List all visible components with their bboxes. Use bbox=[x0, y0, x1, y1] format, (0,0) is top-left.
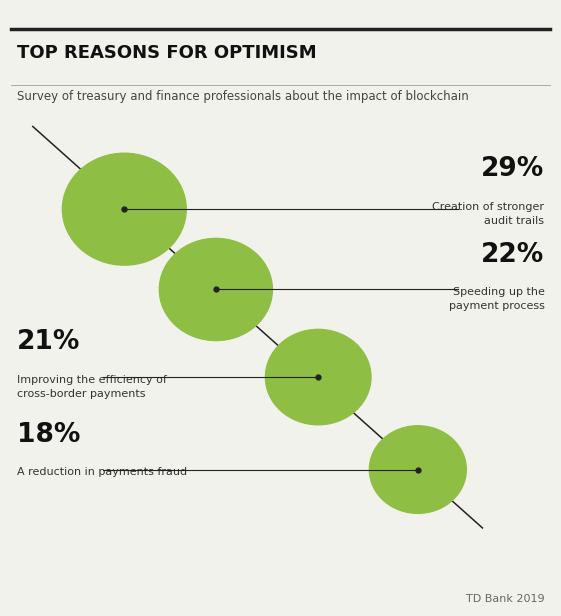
Circle shape bbox=[159, 238, 273, 341]
Text: TD Bank 2019: TD Bank 2019 bbox=[466, 594, 544, 604]
Text: 21%: 21% bbox=[17, 329, 80, 355]
Text: A reduction in payments fraud: A reduction in payments fraud bbox=[17, 467, 187, 477]
Circle shape bbox=[369, 426, 466, 513]
Circle shape bbox=[265, 330, 371, 425]
Text: Creation of stronger
audit trails: Creation of stronger audit trails bbox=[433, 202, 544, 226]
Text: Improving the efficiency of
cross-border payments: Improving the efficiency of cross-border… bbox=[17, 375, 167, 399]
Text: TOP REASONS FOR OPTIMISM: TOP REASONS FOR OPTIMISM bbox=[17, 44, 316, 62]
Circle shape bbox=[62, 153, 186, 265]
Text: 18%: 18% bbox=[17, 421, 80, 448]
Text: 29%: 29% bbox=[481, 156, 544, 182]
Text: 22%: 22% bbox=[481, 241, 544, 267]
Text: Survey of treasury and finance professionals about the impact of blockchain: Survey of treasury and finance professio… bbox=[17, 90, 468, 103]
Text: Speeding up the
payment process: Speeding up the payment process bbox=[448, 287, 544, 311]
